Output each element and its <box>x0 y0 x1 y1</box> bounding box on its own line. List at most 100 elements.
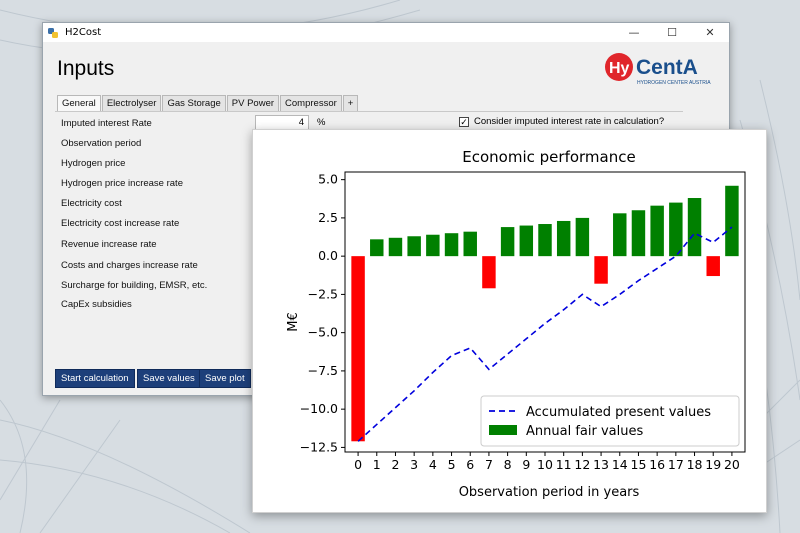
start-calculation-button[interactable]: Start calculation <box>55 369 135 388</box>
x-tick-label: 0 <box>354 457 362 472</box>
tab-pv-power[interactable]: PV Power <box>226 95 280 111</box>
y-tick-label: 2.5 <box>318 210 338 225</box>
form-row: Electricity cost <box>61 194 122 212</box>
label-electricity-cost-increase: Electricity cost increase rate <box>61 217 180 229</box>
window-title: H2Cost <box>65 27 102 38</box>
add-tab-button[interactable]: + <box>342 95 359 111</box>
y-axis-label: M€ <box>286 312 301 332</box>
imputed-interest-label: Consider imputed interest rate in calcul… <box>474 116 665 127</box>
bar-year-12 <box>575 217 590 257</box>
y-tick-label: −7.5 <box>308 363 338 378</box>
bar-year-10 <box>538 224 552 257</box>
bar-year-15 <box>631 210 646 257</box>
label-capex-subsidies: CapEx subsidies <box>61 298 132 310</box>
python-app-icon <box>48 27 58 38</box>
x-tick-label: 18 <box>687 457 703 472</box>
bar-year-2 <box>388 237 403 257</box>
y-tick-label: 5.0 <box>318 172 338 187</box>
y-tick-label: −10.0 <box>300 401 338 416</box>
form-row: Hydrogen price increase rate <box>61 174 183 192</box>
save-values-button[interactable]: Save values <box>137 369 201 388</box>
svg-text:CentA: CentA <box>636 56 698 79</box>
tab-general[interactable]: General <box>57 95 101 111</box>
bar-year-0 <box>351 256 365 442</box>
tab-electrolyser[interactable]: Electrolyser <box>101 95 162 111</box>
bar-year-7 <box>482 256 496 289</box>
label-revenue-increase: Revenue increase rate <box>61 238 157 250</box>
legend-label-annual: Annual fair values <box>526 424 643 439</box>
legend-box <box>480 395 740 447</box>
bar-year-6 <box>463 231 477 257</box>
label-interest-rate: Imputed interest Rate <box>61 117 152 129</box>
bar-year-4 <box>426 234 440 257</box>
y-tick-label: −2.5 <box>308 286 338 301</box>
label-costs-increase: Costs and charges increase rate <box>61 259 198 271</box>
y-tick-label: 0.0 <box>318 248 338 263</box>
label-electricity-cost: Electricity cost <box>61 197 122 209</box>
legend-label-accumulated: Accumulated present values <box>526 405 711 420</box>
legend-bar-swatch <box>489 425 517 435</box>
interest-rate-input[interactable]: 4 <box>255 115 309 130</box>
x-tick-label: 9 <box>522 457 530 472</box>
maximize-button[interactable]: ☐ <box>667 26 677 39</box>
x-tick-label: 20 <box>724 457 740 472</box>
bar-year-8 <box>500 227 515 257</box>
bar-year-18 <box>687 198 702 257</box>
x-tick-label: 17 <box>668 457 684 472</box>
bar-year-9 <box>519 225 534 257</box>
tab-compressor[interactable]: Compressor <box>280 95 342 111</box>
page-title: Inputs <box>57 57 115 80</box>
title-bar[interactable]: H2Cost — ☐ ✕ <box>43 23 729 42</box>
x-tick-label: 11 <box>556 457 572 472</box>
x-tick-label: 7 <box>485 457 493 472</box>
minimize-button[interactable]: — <box>628 26 640 39</box>
x-tick-label: 19 <box>705 457 721 472</box>
form-row-interest: Imputed interest Rate <box>61 114 152 132</box>
chart-title: Economic performance <box>462 148 635 166</box>
bar-year-1 <box>370 239 384 257</box>
svg-text:HYDROGEN CENTER AUSTRIA: HYDROGEN CENTER AUSTRIA <box>637 80 711 86</box>
interest-unit: % <box>317 117 326 128</box>
plot-area: 5.02.50.0−2.5−5.0−7.5−10.0−12.50 1 2 3 4 5 6 7 8… <box>300 171 746 472</box>
x-tick-label: 5 <box>448 457 456 472</box>
tab-bar: General Electrolyser Gas Storage PV Powe… <box>57 95 359 111</box>
accumulated-present-values-line <box>357 226 733 442</box>
x-tick-label: 1 <box>373 457 381 472</box>
form-row: Surcharge for building, EMSR, etc. <box>61 276 207 294</box>
x-tick-label: 4 <box>429 457 437 472</box>
label-observation-period: Observation period <box>61 137 142 149</box>
x-tick-label: 12 <box>574 457 590 472</box>
form-row: Observation period <box>61 134 141 152</box>
y-tick-label: −5.0 <box>308 325 338 340</box>
bar-year-17 <box>669 202 683 257</box>
imputed-interest-checkbox-row[interactable]: ✓ Consider imputed interest rate in calc… <box>459 116 664 127</box>
x-tick-label: 13 <box>593 457 609 472</box>
x-tick-label: 8 <box>504 457 512 472</box>
label-hydrogen-price-increase: Hydrogen price increase rate <box>61 177 183 189</box>
hycenta-logo: Hy CentA HYDROGEN CENTER AUSTRIA <box>605 53 711 86</box>
plot-window: Economic performance M€ Observation peri… <box>252 129 767 513</box>
x-tick-label: 16 <box>649 457 665 472</box>
imputed-interest-checkbox[interactable]: ✓ <box>459 116 469 127</box>
bar-year-3 <box>407 236 421 257</box>
bar-year-19 <box>706 256 720 277</box>
economic-performance-chart: Economic performance M€ Observation peri… <box>286 148 746 500</box>
form-row: CapEx subsidies <box>61 295 132 313</box>
x-tick-label: 10 <box>537 457 553 472</box>
bar-year-16 <box>650 205 664 257</box>
bar-year-5 <box>444 233 459 257</box>
form-row: Hydrogen price <box>61 154 125 172</box>
bar-year-20 <box>725 185 739 257</box>
y-tick-label: −12.5 <box>300 439 338 454</box>
label-surcharge: Surcharge for building, EMSR, etc. <box>61 279 208 291</box>
bar-year-11 <box>556 220 571 257</box>
form-row: Revenue increase rate <box>61 235 157 253</box>
svg-text:Hy: Hy <box>609 60 630 77</box>
label-hydrogen-price: Hydrogen price <box>61 157 126 169</box>
close-button[interactable]: ✕ <box>705 26 715 39</box>
tab-gas-storage[interactable]: Gas Storage <box>162 95 226 111</box>
x-axis-label: Observation period in years <box>459 485 640 500</box>
x-tick-label: 6 <box>466 457 474 472</box>
save-plot-button[interactable]: Save plot <box>199 369 251 388</box>
bar-year-13 <box>594 256 608 284</box>
